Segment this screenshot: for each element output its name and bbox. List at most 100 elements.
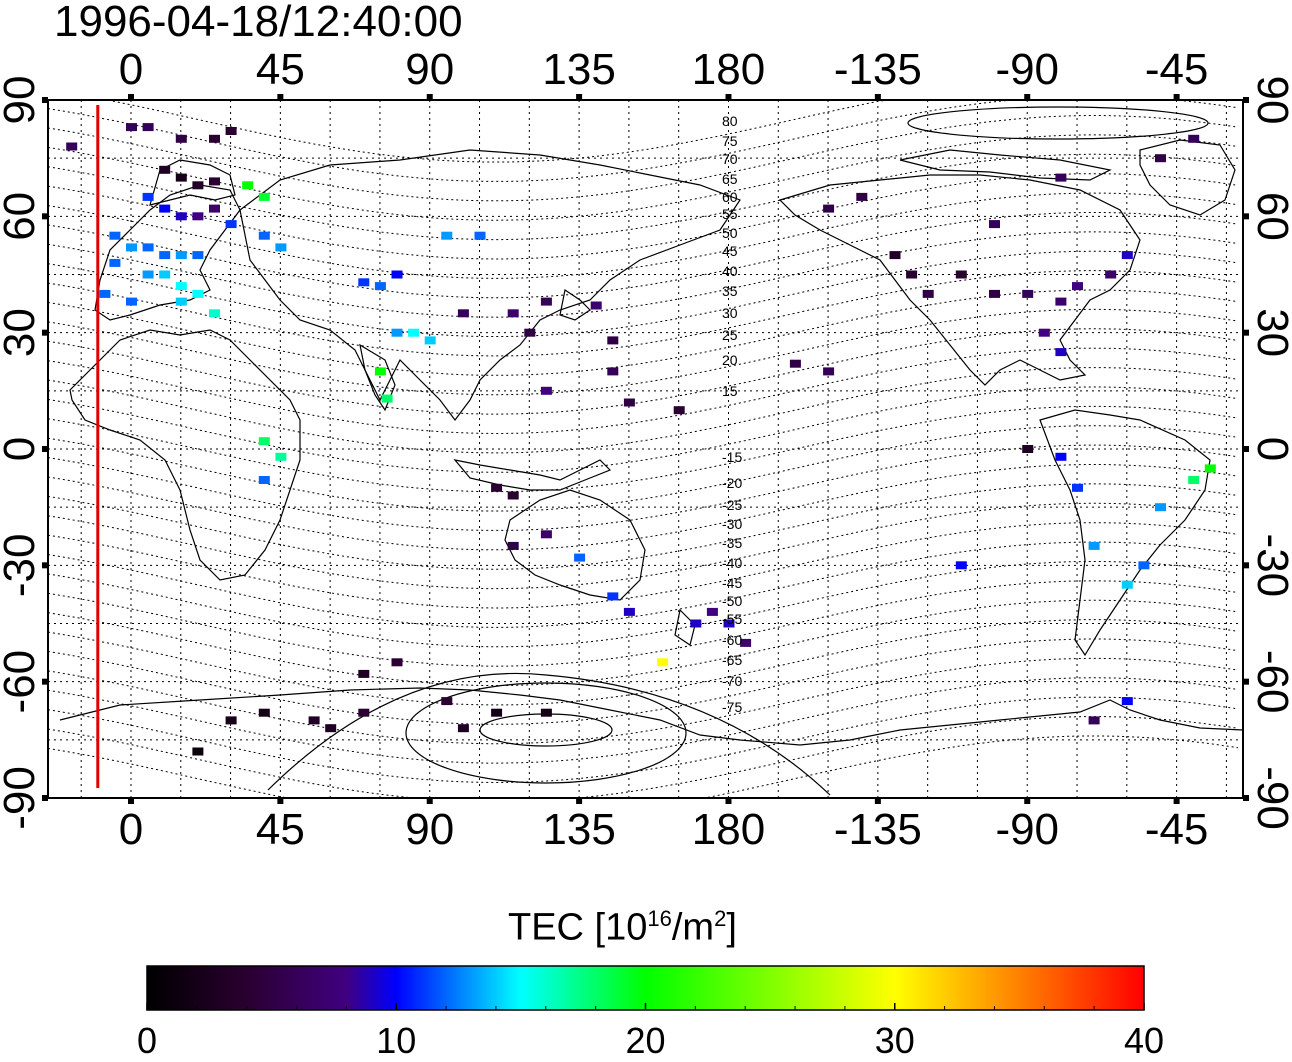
tec-point [1055, 173, 1067, 182]
contour-label: -50 [722, 593, 742, 609]
colorbar-title-exponent: 16 [647, 906, 672, 931]
tec-point [175, 134, 187, 143]
tec-point [1155, 154, 1166, 163]
contour-label: 40 [722, 263, 738, 279]
tec-point [1138, 561, 1150, 570]
contour-label: 75 [722, 133, 738, 149]
contour-line [48, 308, 1239, 396]
contour-label: 60 [722, 189, 738, 205]
coast-newzealand [674, 608, 696, 646]
x-tick-label-top: -90 [995, 45, 1059, 94]
x-tick-label-bottom: -45 [1145, 805, 1209, 854]
tec-point [1022, 289, 1034, 298]
tec-point [175, 282, 187, 291]
north-pole-contour [907, 106, 1209, 140]
tec-point [1088, 541, 1100, 550]
contour-label: -55 [722, 611, 742, 627]
coast-asia [239, 149, 741, 421]
tec-point [308, 716, 320, 725]
contour-label: 30 [722, 305, 738, 321]
tec-point [258, 231, 270, 240]
contour-label: 45 [722, 243, 738, 259]
tec-point [574, 553, 586, 562]
x-tick-label-top: -135 [834, 45, 922, 94]
tec-point [325, 724, 337, 733]
contour-label: -40 [722, 555, 742, 571]
tec-point [126, 297, 137, 306]
contour-line [48, 405, 1239, 493]
contour-line [48, 735, 1239, 798]
tec-point [441, 697, 453, 706]
contour-line [48, 115, 1239, 202]
x-tick-label-bottom: -135 [834, 805, 922, 854]
contour-line [48, 522, 1239, 609]
y-tick-label-left: -60 [0, 650, 44, 714]
x-tick-label-bottom: 0 [119, 805, 143, 854]
colorbar-ticks [146, 1003, 1145, 1010]
x-tick-label-bottom: 45 [256, 805, 305, 854]
contour-label: 55 [722, 206, 738, 222]
tec-point [623, 398, 635, 407]
tec-point [381, 394, 393, 403]
tec-point [192, 251, 204, 260]
contour-line [48, 134, 1239, 221]
south-pole-contour [405, 682, 687, 784]
contour-label: 80 [722, 113, 738, 129]
tec-point [192, 289, 204, 298]
tec-point [391, 270, 403, 279]
tec-point [1072, 282, 1083, 291]
tec-point [623, 607, 635, 616]
tec-point [275, 452, 287, 461]
contour-line [48, 347, 1239, 435]
coast-australia [504, 489, 646, 601]
coast-canada-arctic [899, 149, 1112, 181]
tec-point [159, 251, 171, 260]
contour-line [48, 444, 1239, 531]
y-tick-label-left: -90 [0, 766, 44, 830]
tec-point [1088, 716, 1100, 725]
tec-point [142, 123, 154, 132]
tec-point [1038, 328, 1050, 337]
tec-point [1188, 134, 1200, 143]
contour-label: -20 [722, 475, 742, 491]
contour-line [48, 657, 1239, 745]
coast-europe-africa [69, 329, 301, 581]
tec-point [142, 243, 154, 252]
contour-line [48, 192, 1239, 279]
tec-point [159, 165, 171, 174]
tec-point [99, 289, 111, 298]
contour-label: 25 [722, 327, 738, 343]
tec-point [358, 278, 370, 287]
contour-label: -25 [722, 497, 742, 513]
y-tick-label-right: -90 [1248, 766, 1292, 830]
colorbar-title: TEC [1016/m2] [508, 906, 737, 950]
contour-line [48, 153, 1239, 241]
tec-point [922, 289, 934, 298]
contour-line [48, 386, 1239, 473]
colorbar-tick-label: 0 [136, 1020, 158, 1061]
colorbar [146, 965, 1145, 1011]
tec-point [391, 658, 403, 667]
x-tick-label-top: 180 [692, 45, 765, 94]
tec-point [258, 437, 270, 446]
tec-point [955, 561, 967, 570]
contour-line [48, 502, 1239, 590]
x-tick-label-bottom: -90 [995, 805, 1059, 854]
tec-point [66, 142, 78, 151]
tec-point [225, 127, 237, 135]
contour-label: -70 [722, 673, 742, 689]
contour-line [48, 541, 1239, 628]
colorbar-tick-label: 20 [625, 1020, 666, 1061]
tec-point [540, 386, 552, 395]
tec-point [706, 607, 718, 616]
tec-point [109, 258, 121, 267]
x-tick-label-bottom: 180 [692, 805, 765, 854]
contour-line [48, 580, 1239, 667]
tec-point [607, 367, 619, 376]
axis-labels: 0045459090135135180180-135-135-90-90-45-… [0, 45, 1292, 854]
tec-point [192, 747, 204, 756]
x-tick-label-bottom: 90 [405, 805, 454, 854]
tec-data-points [66, 123, 1216, 756]
